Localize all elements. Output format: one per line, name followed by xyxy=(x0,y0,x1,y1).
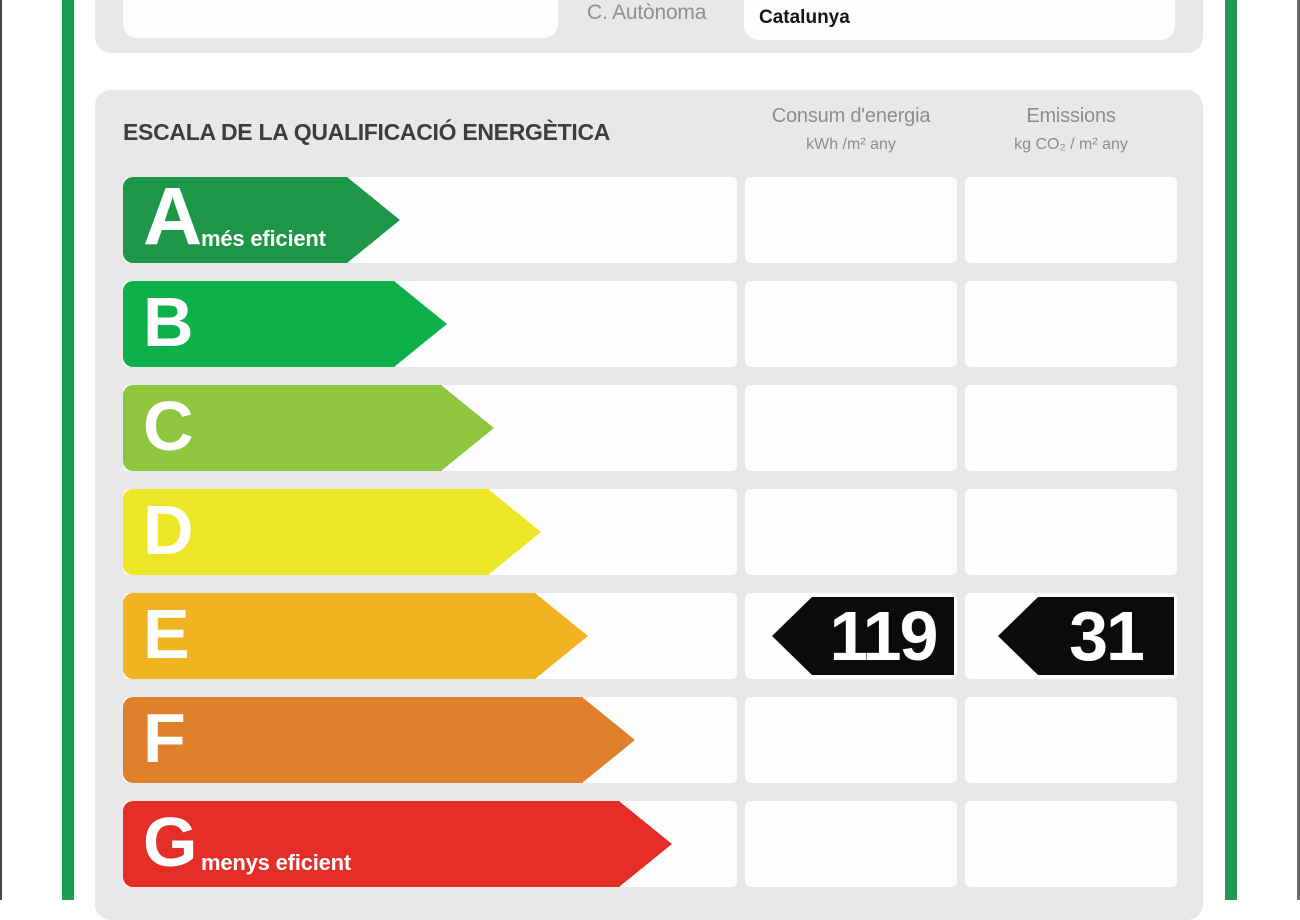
region-label: C. Autònoma xyxy=(587,1,707,24)
certificate-frame-left xyxy=(62,0,74,900)
consum-value-cell xyxy=(745,697,957,783)
consum-value-badge: 119 xyxy=(772,597,954,675)
scale-title: ESCALA DE LA QUALIFICACIÓ ENERGÈTICA xyxy=(123,119,611,145)
consum-value: 119 xyxy=(829,597,939,675)
rating-row: G menys eficient xyxy=(95,801,1203,887)
emissions-value-badge: 31 xyxy=(998,597,1174,675)
consum-value-cell: 119 xyxy=(745,593,957,679)
rating-letter: A xyxy=(143,171,203,263)
rating-arrow: E xyxy=(123,593,588,679)
consum-value-cell xyxy=(745,385,957,471)
region-field[interactable]: Catalunya xyxy=(744,0,1175,40)
consum-column-header: Consum d'energia kWh /m² any xyxy=(745,104,957,154)
consum-value-cell xyxy=(745,801,957,887)
rating-letter: D xyxy=(143,490,194,569)
rating-arrow: A més eficient xyxy=(123,171,400,263)
rating-row: 119 31 E xyxy=(95,593,1203,679)
rating-arrow-tip xyxy=(535,593,588,679)
emissions-column-unit: kg CO₂ / m² any xyxy=(1014,136,1128,153)
rating-row: D xyxy=(95,489,1203,575)
rating-arrow: D xyxy=(123,489,541,575)
rating-row: F xyxy=(95,697,1203,783)
emissions-value-cell xyxy=(965,177,1177,263)
certificate-frame-right xyxy=(1225,0,1237,900)
consum-column-title: Consum d'energia xyxy=(771,105,931,127)
rating-letter: E xyxy=(143,594,190,673)
consum-column-unit: kWh /m² any xyxy=(806,136,896,153)
rating-letter: G xyxy=(143,802,198,881)
emissions-value: 31 xyxy=(1069,597,1145,675)
rating-letter: B xyxy=(143,282,194,361)
empty-form-field[interactable] xyxy=(123,0,558,38)
rating-note: menys eficient xyxy=(201,850,352,875)
rating-note: més eficient xyxy=(201,226,326,251)
form-panel: C. Autònoma Catalunya xyxy=(95,0,1203,53)
emissions-column-header: Emissions kg CO₂ / m² any xyxy=(965,104,1177,154)
rating-arrow-tip xyxy=(347,177,400,263)
consum-value-cell xyxy=(745,177,957,263)
rating-arrow-tip xyxy=(441,385,494,471)
rating-row: B xyxy=(95,281,1203,367)
emissions-value-cell xyxy=(965,385,1177,471)
screenshot-right-edge xyxy=(1297,0,1300,900)
emissions-value-cell xyxy=(965,281,1177,367)
rating-arrow: G menys eficient xyxy=(123,801,672,887)
rating-row: A més eficient xyxy=(95,171,1203,263)
rating-letter: F xyxy=(143,698,186,777)
emissions-value-cell xyxy=(965,489,1177,575)
rating-letter: C xyxy=(143,386,194,465)
rating-arrow: F xyxy=(123,697,635,783)
rating-arrow-tip xyxy=(619,801,672,887)
rating-arrow: B xyxy=(123,281,447,367)
screenshot-left-edge xyxy=(0,0,2,900)
rating-arrow-tip xyxy=(488,489,541,575)
emissions-value-cell xyxy=(965,801,1177,887)
consum-value-cell xyxy=(745,281,957,367)
energy-scale-panel: ESCALA DE LA QUALIFICACIÓ ENERGÈTICA Con… xyxy=(95,90,1203,920)
rating-arrow: C xyxy=(123,385,494,471)
region-value: Catalunya xyxy=(759,7,850,28)
emissions-column-title: Emissions xyxy=(1026,105,1116,127)
rating-arrow-tip xyxy=(582,697,635,783)
rating-arrow-tip xyxy=(394,281,447,367)
emissions-value-cell: 31 xyxy=(965,593,1177,679)
emissions-value-cell xyxy=(965,697,1177,783)
consum-value-cell xyxy=(745,489,957,575)
rating-row: C xyxy=(95,385,1203,471)
